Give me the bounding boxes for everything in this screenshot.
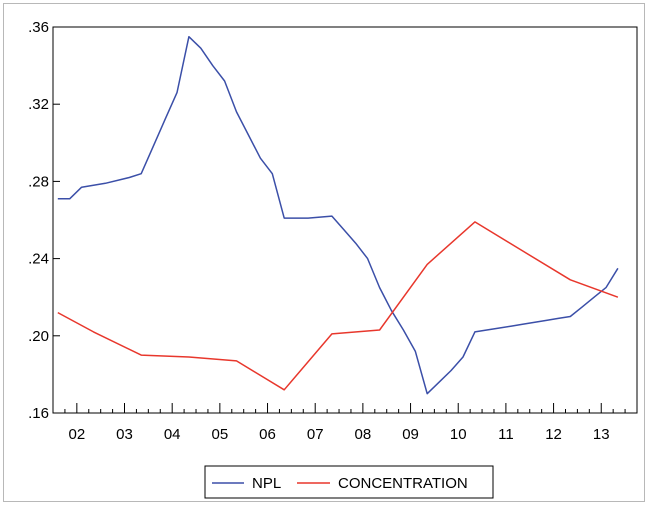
y-tick-label: .20: [28, 328, 49, 345]
x-tick-label: 04: [164, 426, 181, 443]
y-axis: .16 .20 .24 .28 .32 .36: [28, 19, 60, 422]
plot-area: [52, 26, 638, 414]
x-tick-label: 03: [116, 426, 133, 443]
series-line-npl: [57, 35, 619, 395]
x-tick-label: 06: [259, 426, 276, 443]
x-tick-label: 08: [355, 426, 372, 443]
series-line-concentration: [57, 221, 619, 391]
x-tick-label: 11: [498, 426, 514, 443]
x-tick-label: 13: [593, 426, 610, 443]
x-tick-label: 10: [450, 426, 467, 443]
legend-box: [204, 465, 494, 499]
series-layer: [57, 35, 619, 395]
x-tick-label: 02: [68, 426, 85, 443]
y-tick-label: .24: [28, 251, 49, 268]
x-tick-label: 09: [402, 426, 419, 443]
y-tick-label: .32: [28, 96, 49, 113]
legend: NPL CONCENTRATION: [204, 465, 494, 499]
y-tick-label: .16: [28, 405, 49, 422]
y-tick-label: .28: [28, 173, 49, 190]
legend-label-npl: NPL: [252, 475, 281, 492]
x-tick-label: 12: [545, 426, 562, 443]
y-tick-label: .36: [28, 19, 49, 36]
x-tick-label: 07: [307, 426, 324, 443]
legend-label-concentration: CONCENTRATION: [338, 475, 468, 492]
x-axis: 02 03 04 05 06 07 08 09 10 11 12 13: [64, 403, 626, 443]
chart-frame: [3, 3, 645, 502]
x-tick-label: 05: [212, 426, 229, 443]
